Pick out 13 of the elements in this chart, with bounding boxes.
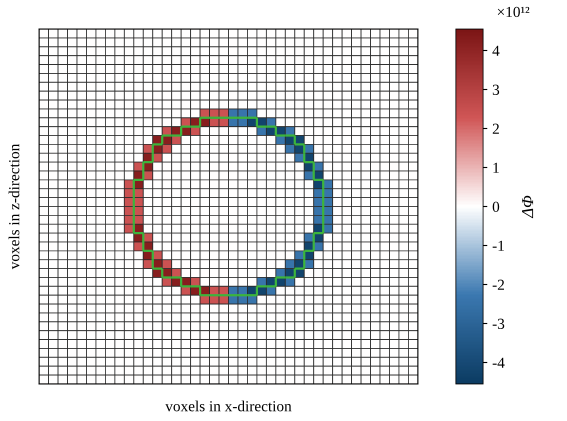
color-bar-label: -4 [492,358,505,368]
color-bar-label: 1 [493,162,499,173]
color-bar-title: ΔΦ [522,196,534,218]
color-bar-label: 2 [492,124,499,134]
color-bar-label: -1 [492,240,504,251]
x-axis-title: voxels in x-direction [165,400,292,412]
color-bar-label: 4 [492,46,500,56]
color-bar-label: -2 [492,280,504,290]
color-bar-label: 0 [492,202,500,212]
color-bar-label: -3 [492,318,504,329]
y-axis-title: voxels in z-direction [8,144,20,270]
text: ×10¹² [498,6,530,18]
color-bar-label: 3 [492,84,500,95]
